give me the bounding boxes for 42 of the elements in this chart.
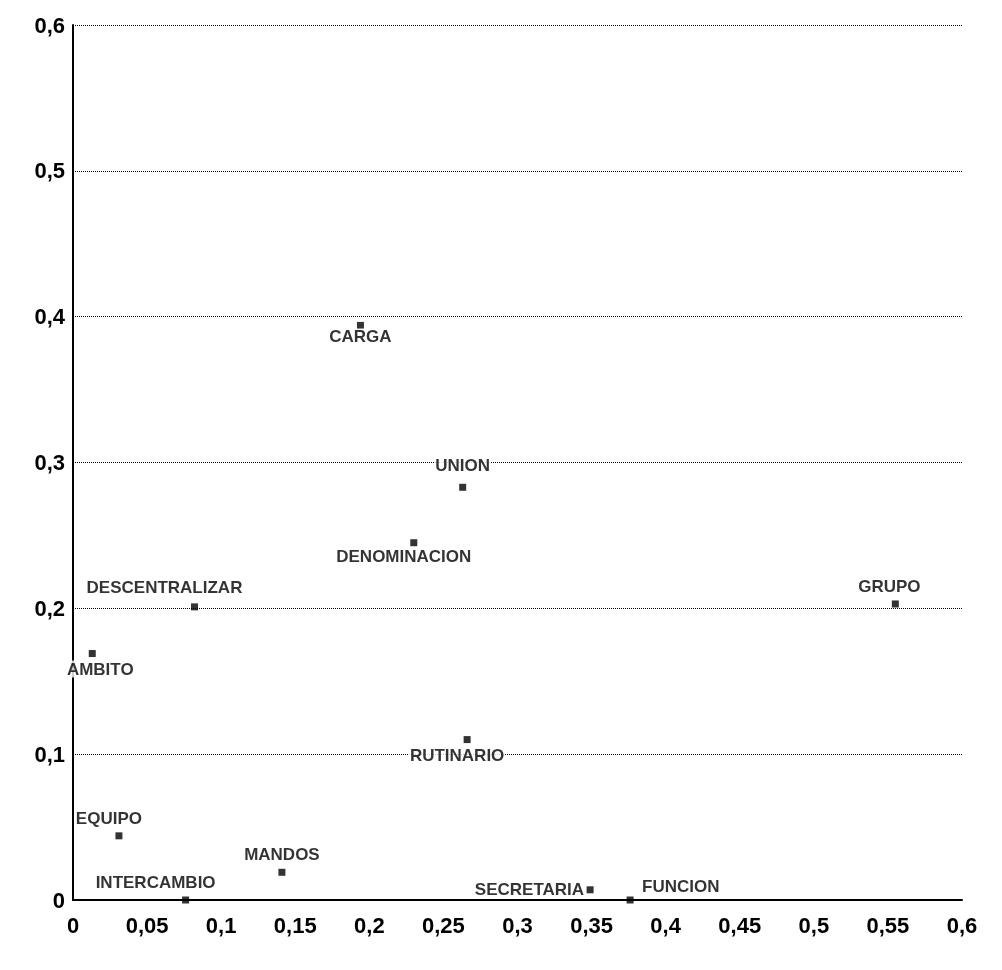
annotation: GRUPO <box>858 576 921 596</box>
point <box>463 736 471 744</box>
annotation: AMBITO <box>66 659 134 679</box>
x-tick-label: 0,2 <box>354 912 385 938</box>
x-tick-label: 0,6 <box>946 912 978 938</box>
y-tick-label: 0,4 <box>34 304 66 330</box>
point <box>586 886 594 894</box>
y-tick-label: 0,2 <box>34 595 65 621</box>
point <box>459 483 467 491</box>
annotation: DESCENTRALIZAR <box>86 577 243 597</box>
annotation: DENOMINACION <box>336 546 472 566</box>
point <box>191 603 198 611</box>
point <box>626 896 634 904</box>
y-tick-label: 0,3 <box>34 450 65 475</box>
annotation: SECRETARIA <box>474 880 585 900</box>
y-tick-label: 0,1 <box>34 741 65 767</box>
annotation: INTERCAMBIO <box>95 873 216 892</box>
annotation: MANDOS <box>244 845 320 865</box>
x-tick-label: 0,25 <box>422 912 465 938</box>
point <box>115 832 123 840</box>
point <box>278 868 286 876</box>
point <box>410 539 418 547</box>
x-tick-label: 0,1 <box>205 912 237 938</box>
point <box>891 600 899 608</box>
x-tick-label: 0,4 <box>650 912 682 938</box>
x-tick-label: 0,45 <box>718 912 762 938</box>
x-tick-label: 0,3 <box>502 912 533 938</box>
y-tick-label: 0 <box>52 887 65 913</box>
annotation: CARGA <box>329 327 392 347</box>
annotation: UNION <box>435 456 491 476</box>
point <box>88 650 96 658</box>
annotation: RUTINARIO <box>409 745 505 765</box>
x-tick-label: 0,05 <box>125 912 169 938</box>
point <box>182 896 190 904</box>
x-tick-label: 0,5 <box>798 912 830 938</box>
annotation: EQUIPO <box>75 808 142 828</box>
x-tick-label: 0,15 <box>273 912 317 938</box>
y-tick-label: 0,6 <box>34 12 65 38</box>
annotation: FUNCION <box>642 876 720 896</box>
x-tick-label: 0,35 <box>570 912 613 938</box>
y-tick-label: 0,5 <box>34 158 65 184</box>
x-tick-label: 0,55 <box>866 912 910 938</box>
